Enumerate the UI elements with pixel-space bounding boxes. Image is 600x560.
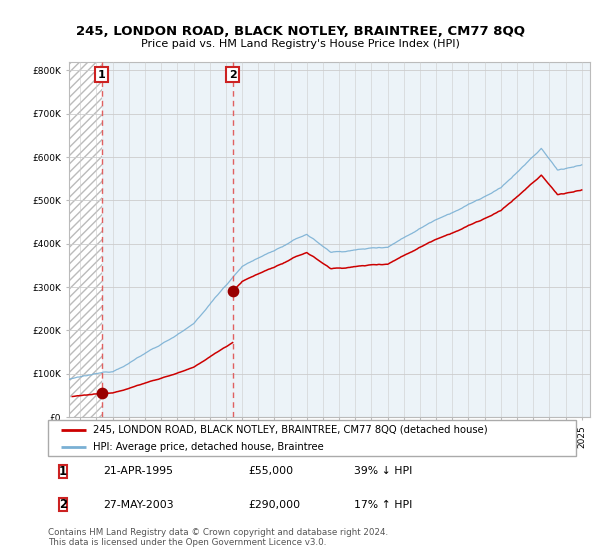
Text: £55,000: £55,000 bbox=[248, 466, 294, 476]
Text: 245, LONDON ROAD, BLACK NOTLEY, BRAINTREE, CM77 8QQ (detached house): 245, LONDON ROAD, BLACK NOTLEY, BRAINTRE… bbox=[93, 425, 488, 435]
Text: Price paid vs. HM Land Registry's House Price Index (HPI): Price paid vs. HM Land Registry's House … bbox=[140, 39, 460, 49]
FancyBboxPatch shape bbox=[48, 420, 576, 456]
Text: 21-APR-1995: 21-APR-1995 bbox=[103, 466, 173, 476]
Text: HPI: Average price, detached house, Braintree: HPI: Average price, detached house, Brai… bbox=[93, 442, 323, 451]
Text: 17% ↑ HPI: 17% ↑ HPI bbox=[354, 500, 413, 510]
Point bbox=[97, 389, 106, 398]
Text: 39% ↓ HPI: 39% ↓ HPI bbox=[354, 466, 413, 476]
Text: 245, LONDON ROAD, BLACK NOTLEY, BRAINTREE, CM77 8QQ: 245, LONDON ROAD, BLACK NOTLEY, BRAINTRE… bbox=[76, 25, 524, 38]
Text: 27-MAY-2003: 27-MAY-2003 bbox=[103, 500, 174, 510]
Text: 2: 2 bbox=[59, 498, 67, 511]
Text: Contains HM Land Registry data © Crown copyright and database right 2024.
This d: Contains HM Land Registry data © Crown c… bbox=[48, 528, 388, 547]
Text: 1: 1 bbox=[98, 69, 106, 80]
Text: 2: 2 bbox=[229, 69, 236, 80]
Bar bbox=[101, 62, 600, 417]
Point bbox=[228, 287, 238, 296]
Text: £290,000: £290,000 bbox=[248, 500, 301, 510]
Text: 1: 1 bbox=[59, 465, 67, 478]
